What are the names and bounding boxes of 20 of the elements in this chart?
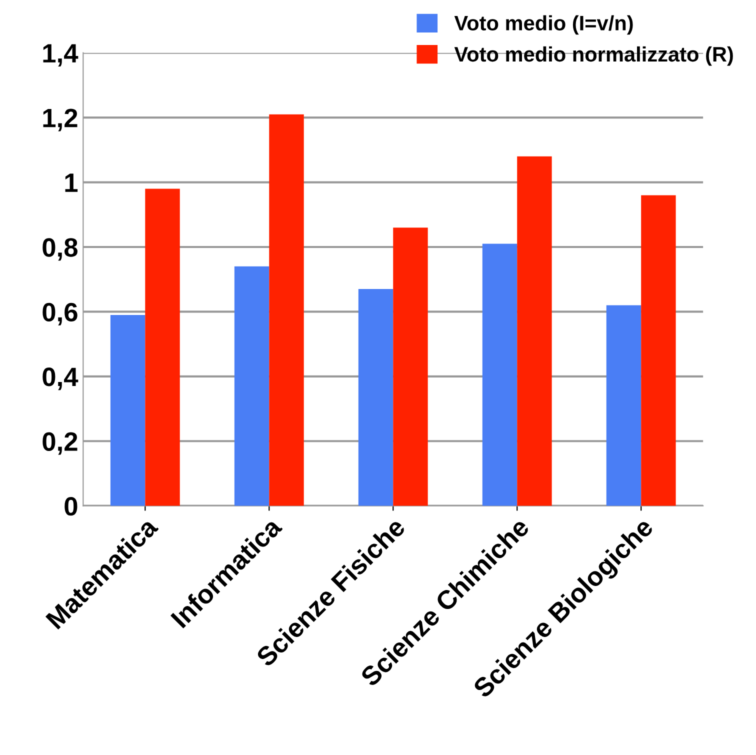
bar: [234, 266, 270, 506]
bar: [145, 188, 180, 506]
y-tick-label: 0,2: [42, 432, 78, 455]
bar: [482, 244, 518, 506]
y-tick-label: 1,4: [43, 44, 78, 66]
legend-label: Voto medio normalizzato (R): [454, 46, 733, 66]
bar: [517, 156, 552, 506]
y-tick-label: 0,8: [42, 238, 78, 261]
y-tick-label: 0,4: [42, 368, 78, 390]
bar: [269, 114, 304, 506]
legend-label: Voto medio (I=v/n): [454, 15, 633, 35]
y-tick-label: 0,6: [42, 302, 78, 326]
y-tick-label: 0: [64, 496, 78, 516]
bar: [358, 289, 394, 506]
bar: [110, 314, 146, 506]
y-tick-label: 1: [65, 174, 78, 192]
bar: [393, 228, 428, 506]
bar: [606, 305, 642, 506]
y-tick-label: 1,2: [43, 108, 78, 132]
bar: [641, 195, 676, 506]
